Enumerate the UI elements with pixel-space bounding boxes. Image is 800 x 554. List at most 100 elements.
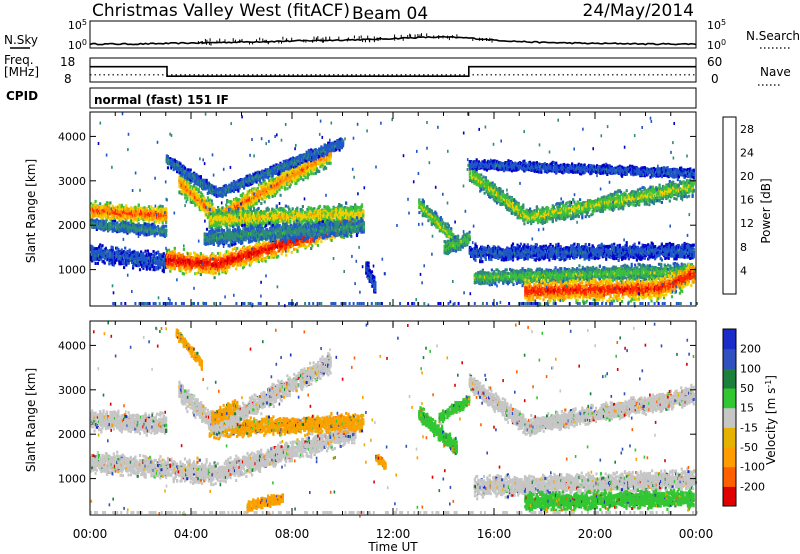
power-cell xyxy=(197,255,200,259)
power-cell xyxy=(108,223,111,227)
nsky-spike xyxy=(442,35,444,39)
power-cell xyxy=(135,212,138,216)
power-cell xyxy=(132,266,135,270)
power-cell xyxy=(119,210,122,214)
power-cell xyxy=(103,254,106,258)
nsky-line xyxy=(89,35,697,46)
power-cell xyxy=(153,216,156,220)
power-cell xyxy=(153,258,156,262)
power-cell xyxy=(137,203,140,207)
power-cell xyxy=(296,249,299,253)
power-cell xyxy=(112,224,115,228)
power-cell xyxy=(108,225,111,229)
power-cell xyxy=(252,204,255,208)
power-cell xyxy=(137,264,140,268)
nave-tick-bottom: 0 xyxy=(711,72,719,86)
power-cell xyxy=(135,225,138,229)
power-cell xyxy=(199,257,202,260)
power-cell xyxy=(91,205,94,208)
power-cell xyxy=(214,254,217,258)
power-cell xyxy=(128,208,131,212)
power-cell xyxy=(119,257,122,261)
power-cell xyxy=(211,252,214,256)
power-cell xyxy=(153,210,156,214)
power-cell xyxy=(141,228,144,232)
power-cell xyxy=(91,214,94,218)
power-cell xyxy=(147,209,151,213)
nsky-spike xyxy=(348,37,350,41)
power-cell xyxy=(124,217,127,221)
nsky-spike xyxy=(379,37,381,40)
power-cell xyxy=(145,257,148,261)
power-cell xyxy=(160,229,163,233)
power-cell xyxy=(205,259,208,263)
power-cell xyxy=(194,266,197,269)
power-cell xyxy=(213,257,216,261)
power-cell xyxy=(100,249,103,253)
power-cell xyxy=(121,254,124,258)
power-cell xyxy=(144,222,147,226)
power-cell xyxy=(160,213,163,217)
power-cell xyxy=(120,255,123,259)
power-cell xyxy=(144,231,147,235)
power-cell xyxy=(151,265,154,268)
power-cell xyxy=(276,190,279,194)
nsky-spike xyxy=(209,41,211,45)
power-cell xyxy=(180,258,183,262)
power-cell xyxy=(181,262,184,266)
power-cell xyxy=(160,257,163,261)
power-cell xyxy=(100,205,103,209)
power-cell xyxy=(111,247,114,251)
power-cell xyxy=(141,256,144,260)
power-cell xyxy=(174,254,177,258)
power-cell xyxy=(151,263,154,267)
nsky-spike xyxy=(224,39,226,43)
power-cell xyxy=(103,256,106,260)
power-cell xyxy=(133,225,136,229)
power-cell xyxy=(118,205,121,209)
power-cell xyxy=(120,229,123,233)
power-cell xyxy=(205,270,208,274)
power-cell xyxy=(251,259,254,263)
nsky-spike xyxy=(322,39,324,43)
power-cell xyxy=(141,216,144,220)
power-cell xyxy=(180,255,183,259)
power-cell xyxy=(187,264,190,268)
power-cell xyxy=(158,253,161,256)
power-cell xyxy=(162,224,165,228)
cpid-label: CPID xyxy=(6,89,38,103)
power-cell xyxy=(162,217,165,221)
power-cell xyxy=(147,205,151,209)
power-cell xyxy=(271,194,274,198)
power-cell xyxy=(116,226,119,230)
power-cell xyxy=(190,264,193,267)
power-cell xyxy=(109,255,112,259)
nsky-spike xyxy=(346,38,348,42)
power-cell xyxy=(153,213,156,217)
power-cell xyxy=(169,258,172,261)
power-cell xyxy=(133,257,136,261)
nsky-spike xyxy=(479,37,480,41)
power-cell xyxy=(207,267,210,271)
power-cell xyxy=(207,270,210,274)
power-cell xyxy=(107,211,110,215)
power-cell xyxy=(157,263,160,267)
power-cell xyxy=(169,254,172,258)
power-cell xyxy=(142,218,145,222)
power-cell xyxy=(194,203,197,207)
power-cell xyxy=(162,233,165,237)
power-cell xyxy=(149,266,152,270)
power-cell xyxy=(320,240,323,244)
power-cell xyxy=(144,212,147,216)
nsky-spike xyxy=(210,42,212,46)
power-cell xyxy=(116,211,119,215)
power-cell xyxy=(132,226,135,230)
power-cell xyxy=(137,225,140,229)
nsky-spike xyxy=(252,41,254,45)
power-cell xyxy=(260,202,263,205)
power-cell xyxy=(144,249,147,253)
power-cell xyxy=(133,214,136,218)
power-cell xyxy=(132,219,135,223)
power-cell xyxy=(197,268,200,272)
